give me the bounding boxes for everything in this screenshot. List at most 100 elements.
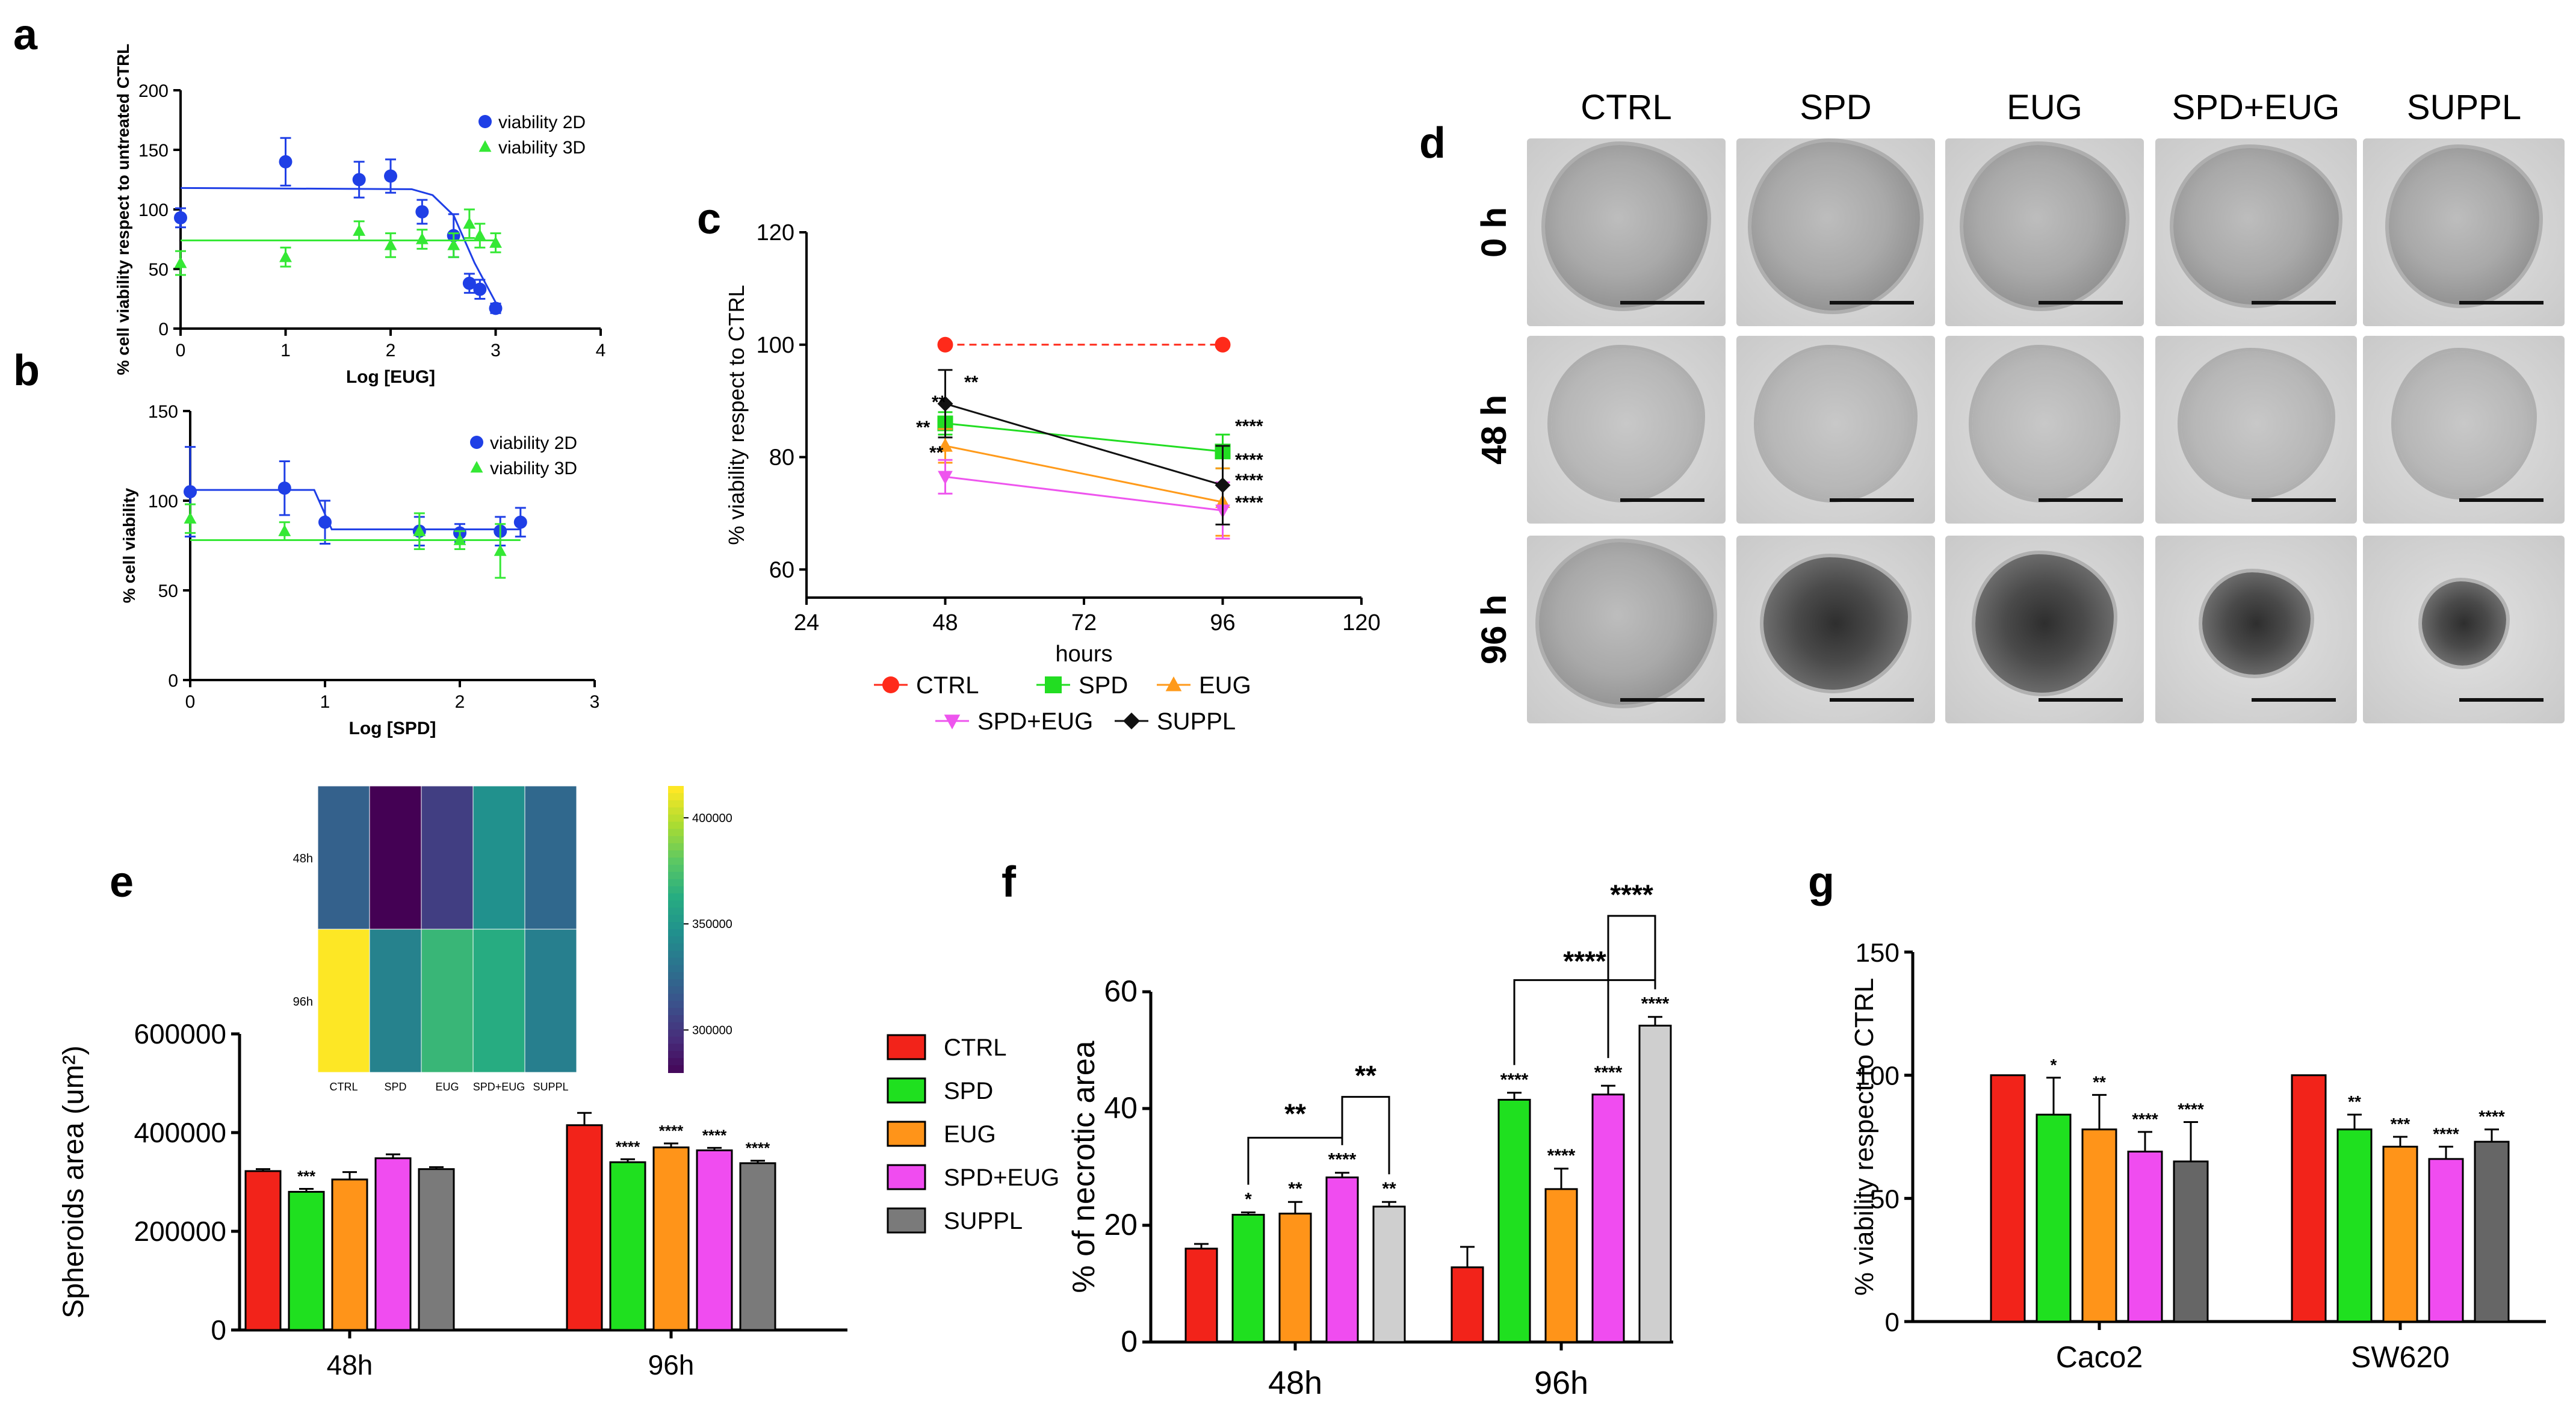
panel-a-point-0 (489, 302, 503, 315)
panel-f-bar (1278, 1213, 1312, 1343)
colorbar-segment (668, 893, 684, 902)
panel-a-legend-label-1: viability 3D (498, 138, 586, 158)
panel-f-bar (1325, 1176, 1359, 1343)
scale-bar (1830, 301, 1914, 305)
colorbar-segment (668, 986, 684, 995)
colorbar-segment (668, 972, 684, 980)
spheroid-photo (1736, 536, 1935, 723)
panel-letter-c: c (697, 195, 721, 243)
panel-e-bar (418, 1168, 455, 1331)
scale-bar (1830, 698, 1914, 702)
spheroid-photo (2363, 138, 2565, 326)
panel-g-bar (1990, 1074, 2026, 1323)
panel-a-xlabel: Log [EUG] (346, 367, 435, 387)
panel-a-legend-marker-0 (478, 115, 492, 128)
spheroid-photo (2155, 336, 2357, 524)
spheroid-photo (1527, 138, 1726, 326)
panel-c-ylabel: % viability respect to CTRL (724, 285, 749, 545)
panel-c-ytick-label: 80 (769, 445, 794, 471)
panel-c-line-1 (945, 422, 1223, 453)
panel-f-ytick-label: 40 (1104, 1091, 1138, 1125)
scale-bar (1830, 498, 1914, 502)
panel-a-ytick-label: 0 (158, 320, 169, 339)
panel-e-legend-swatch-2 (887, 1121, 926, 1147)
panel-g-category-label: Caco2 (2056, 1340, 2143, 1374)
colorbar-segment (668, 1058, 684, 1066)
panel-f-bracket-label: ** (1284, 1098, 1306, 1129)
panel-g-bar (2428, 1158, 2464, 1323)
colorbar-segment (668, 957, 684, 966)
panel-g-bar (2336, 1128, 2373, 1323)
spheroid-photo (1945, 536, 2144, 723)
panel-f-ytick-label: 20 (1104, 1208, 1138, 1242)
spheroid-photo (1527, 336, 1726, 524)
colorbar-segment (668, 1051, 684, 1059)
panel-a-fit-0 (180, 187, 497, 303)
panel-e-legend-label-1: SPD (944, 1078, 993, 1104)
panel-b-ytick-label: 0 (168, 671, 178, 691)
panel-f-bar (1372, 1205, 1406, 1343)
scale-bar (2039, 498, 2123, 502)
panel-f-star-label: **** (1641, 994, 1670, 1014)
panel-e-bar (288, 1190, 325, 1331)
colorbar-segment (668, 807, 684, 815)
colorbar-segment (668, 900, 684, 909)
heatmap-col-label: SPD+EUG (473, 1081, 525, 1093)
panel-b-fit-0 (190, 489, 521, 531)
panel-a-point-0 (462, 276, 476, 290)
panel-b-point-0 (513, 515, 527, 529)
panel-g-star-label: *** (2391, 1115, 2410, 1133)
panel-g-star-label: **** (2433, 1124, 2459, 1143)
colorbar-tick-label: 400000 (692, 812, 732, 825)
panel-e-bar (609, 1161, 646, 1331)
panel-a-point-0 (473, 282, 487, 296)
colorbar-segment (668, 979, 684, 988)
panel-f-bracket-label: **** (1563, 945, 1606, 977)
panel-b-point-1 (278, 524, 291, 536)
photo-column-label: SPD (1800, 88, 1871, 127)
colorbar-segment (668, 786, 684, 794)
scale-bar (2459, 301, 2543, 305)
colorbar-segment (668, 1015, 684, 1023)
panel-c-legend-label-0: CTRL (916, 672, 979, 699)
panel-g-ytick-label: 50 (1870, 1184, 1899, 1214)
panel-a-point-0 (352, 173, 366, 187)
panel-e-category-label: 96h (648, 1349, 695, 1381)
colorbar-segment (668, 858, 684, 865)
panel-e-bar (652, 1146, 690, 1331)
panel-a-xtick-label: 3 (491, 341, 501, 360)
colorbar-segment (668, 929, 684, 937)
colorbar-segment (668, 843, 684, 852)
panel-f-bar (1638, 1024, 1672, 1343)
panel-c-xtick-label: 24 (794, 610, 819, 636)
panel-a-ytick-label: 200 (138, 81, 169, 101)
photo-row-label: 96 h (1475, 595, 1514, 664)
panel-c-legend-label-4: SUPPL (1157, 708, 1236, 735)
colorbar-segment (668, 793, 684, 801)
panel-e-bar (696, 1149, 733, 1331)
panel-b-point-1 (413, 524, 426, 536)
colorbar-segment (668, 994, 684, 1001)
panel-a-xtick-label: 1 (280, 341, 291, 360)
panel-a-point-1 (384, 238, 397, 250)
panel-e-star-label: *** (297, 1167, 316, 1185)
heatmap-col-label: EUG (435, 1081, 459, 1093)
colorbar-tick-label: 300000 (692, 1024, 732, 1037)
panel-g-star-label: **** (2132, 1110, 2158, 1128)
panel-e-bar (331, 1178, 368, 1331)
panel-g-bar (2382, 1145, 2418, 1323)
spheroid (2173, 148, 2339, 305)
heatmap-row-label: 96h (293, 995, 313, 1009)
panel-letter-b: b (13, 347, 40, 395)
panel-e-legend-label-3: SPD+EUG (944, 1164, 1059, 1191)
scale-bar (2252, 301, 2336, 305)
scale-bar (1620, 301, 1704, 305)
panel-c-point-0 (1215, 336, 1231, 353)
panel-e-bar (739, 1162, 776, 1331)
panel-e-legend-swatch-1 (887, 1077, 926, 1104)
panel-c-line-3 (945, 475, 1223, 512)
colorbar-segment (668, 800, 684, 808)
spheroid-photo (1527, 536, 1726, 723)
panel-e-legend-swatch-4 (887, 1207, 926, 1234)
